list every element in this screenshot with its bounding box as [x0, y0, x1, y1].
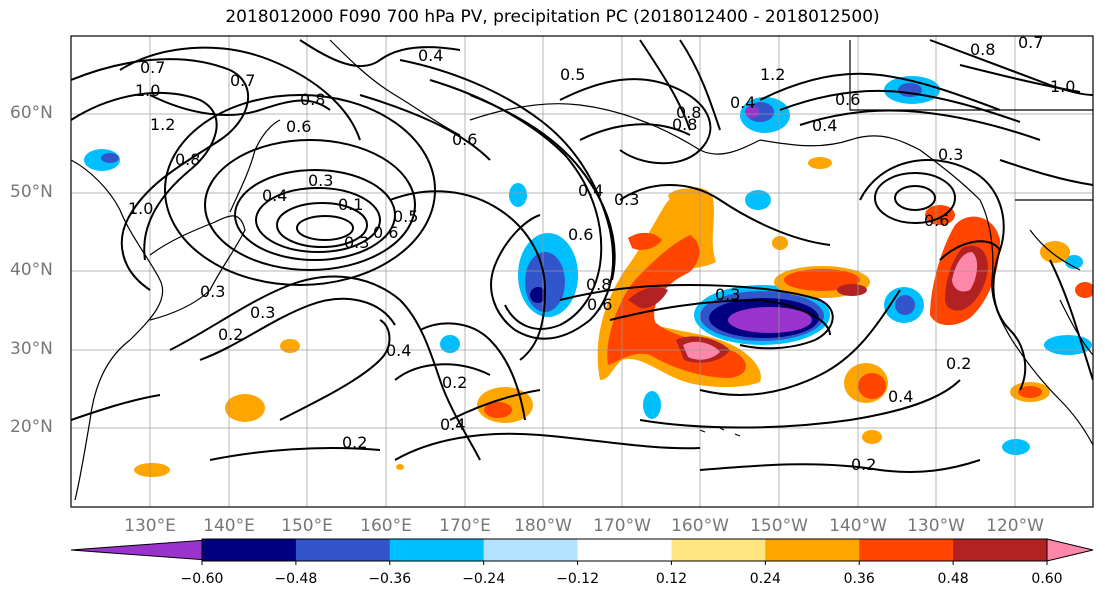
pv-contour-label: 0.6	[286, 117, 311, 136]
pv-contour-label: 0.2	[851, 455, 876, 474]
pv-contour-label: 0.2	[442, 373, 467, 392]
colorbar-outline	[201, 538, 1048, 562]
longitude-label: 160°W	[671, 516, 729, 536]
latitude-label: 20°N	[10, 417, 53, 437]
colorbar-segment	[671, 539, 766, 561]
pv-contour-label: 1.0	[128, 199, 153, 218]
pv-contour-label: 0.8	[586, 275, 611, 294]
pv-contour-label: 0.2	[342, 433, 367, 452]
longitude-label: 120°W	[986, 516, 1044, 536]
pv-contour-label: 0.2	[218, 325, 243, 344]
pv-contour-label: 0.2	[946, 354, 971, 373]
pv-contour-label: 0.5	[560, 65, 585, 84]
colorbar-segment	[765, 539, 860, 561]
map-title: 2018012000 F090 700 hPa PV, precipitatio…	[225, 7, 880, 27]
longitude-label: 150°W	[750, 516, 808, 536]
pv-contour-label: 0.8	[970, 40, 995, 59]
pv-contour-label: 0.6	[452, 130, 477, 149]
colorbar-extend-high	[1046, 538, 1094, 562]
longitude-label: 140°W	[829, 516, 887, 536]
longitude-label: 170°W	[593, 516, 651, 536]
pv-contour-label: 0.3	[200, 282, 225, 301]
pv-contour-label: 0.4	[888, 387, 913, 406]
pv-contour-label: 0.5	[393, 207, 418, 226]
pv-contour-label: 0.8	[300, 90, 325, 109]
pv-contour-labels: 0.4 0.5 0.7 1.0 1.2 0.7 0.8 0.6 0.8 1.0 …	[128, 33, 1075, 474]
pv-contour-label: 0.8	[175, 150, 200, 169]
pv-contour-label: 0.8	[676, 103, 701, 122]
colorbar-tick-label: 0.12	[655, 571, 688, 587]
longitude-label: 180°W	[514, 516, 572, 536]
pv-contour-label: 0.3	[938, 145, 963, 164]
colorbar-tick-label: −0.12	[556, 571, 599, 587]
pv-contours	[71, 39, 1093, 473]
colorbar-tick-label: 0.24	[749, 571, 781, 587]
latitude-label: 60°N	[10, 103, 53, 123]
pv-contour-label: 0.3	[344, 233, 369, 252]
colorbar-tick-label: −0.60	[180, 571, 224, 587]
colorbar-segment	[483, 539, 579, 561]
pv-contour-label: 0.6	[568, 225, 593, 244]
longitude-label: 130°E	[124, 516, 176, 536]
map-frame	[70, 35, 1094, 508]
colorbar-segment	[577, 539, 672, 561]
longitude-label: 150°E	[281, 516, 333, 536]
pv-contour-label: 0.7	[1018, 33, 1043, 52]
longitude-label: 140°E	[203, 516, 255, 536]
pv-contour-label: 0.4	[262, 186, 287, 205]
latitude-label: 50°N	[10, 182, 53, 202]
colorbar-segment	[859, 539, 954, 561]
colorbar-tick-label: −0.48	[274, 571, 318, 587]
pv-contour-label: 0.6	[924, 211, 949, 230]
pv-contour-label: 1.2	[150, 115, 175, 134]
pv-contour-label: 0.3	[614, 190, 639, 209]
pv-contour-label: 0.3	[250, 303, 275, 322]
colorbar-tick-label: −0.24	[462, 571, 506, 587]
map-gridlines	[71, 36, 1093, 507]
pv-contour-label: 0.1	[338, 195, 363, 214]
pv-contour-label: 0.3	[715, 285, 740, 304]
pv-contour-label: 0.4	[418, 46, 443, 65]
longitude-label: 160°E	[360, 516, 412, 536]
pv-contour-label: 0.6	[587, 295, 612, 314]
colorbar-extend-low	[70, 538, 221, 562]
pv-contour-label: 0.4	[578, 181, 603, 200]
pv-contour-label: 0.4	[812, 116, 837, 135]
colorbar	[70, 538, 1094, 565]
colorbar-segment	[202, 539, 297, 561]
pv-contour-label: 1.0	[1050, 77, 1075, 96]
pv-contour-label: 1.2	[760, 65, 785, 84]
latitude-label: 30°N	[10, 339, 53, 359]
colorbar-tick-label: 0.36	[843, 571, 875, 587]
latitude-label: 40°N	[10, 260, 53, 280]
pv-contour-label: 0.4	[440, 415, 465, 434]
colorbar-segment	[389, 539, 485, 561]
pv-contour-label: 0.7	[230, 71, 255, 90]
colorbar-tick-label: 0.48	[937, 571, 969, 587]
coastlines	[71, 39, 1093, 501]
pv-contour-label: 0.4	[386, 341, 411, 360]
pv-contour-label: 0.7	[140, 58, 165, 77]
pv-contour-label: 0.3	[308, 171, 333, 190]
precipitation-shading	[84, 76, 1093, 477]
colorbar-tick-label: 0.60	[1031, 571, 1063, 587]
pv-contour-label: 0.6	[373, 223, 398, 242]
longitude-label: 170°E	[439, 516, 491, 536]
pv-contour-label: 0.6	[835, 90, 860, 109]
pv-contour-label: 1.0	[135, 81, 160, 100]
colorbar-segment	[953, 539, 1048, 561]
colorbar-tick-label: −0.36	[368, 571, 412, 587]
pv-contour-label: 0.4	[730, 93, 755, 112]
pv-contour-label: 0.8	[672, 115, 697, 134]
colorbar-segment	[295, 539, 391, 561]
longitude-label: 130°W	[907, 516, 965, 536]
